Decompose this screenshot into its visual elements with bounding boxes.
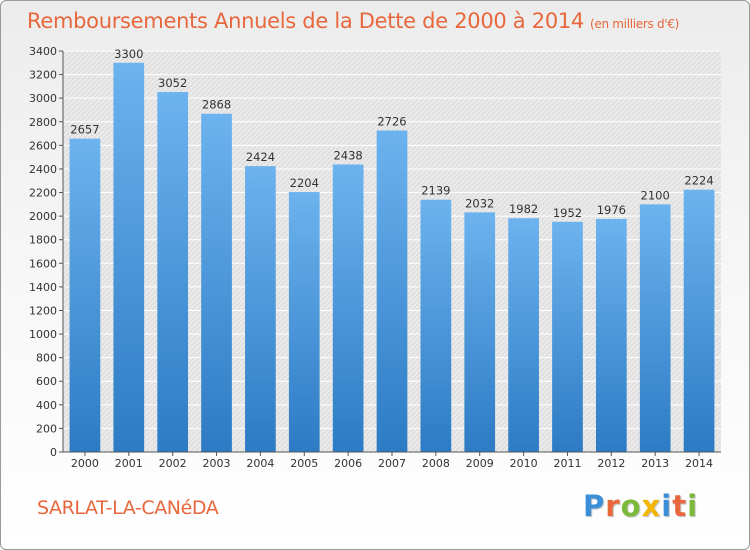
x-tick-label: 2006	[334, 457, 362, 470]
data-label: 2438	[333, 148, 362, 162]
x-tick-label: 2007	[378, 457, 406, 470]
bar	[552, 221, 583, 452]
y-tick-label: 2800	[29, 116, 57, 129]
y-tick-label: 2600	[29, 139, 57, 152]
data-label: 2868	[202, 98, 231, 112]
bar	[332, 164, 364, 452]
y-tick-label: 2400	[29, 163, 57, 176]
x-tick-label: 2010	[510, 457, 538, 470]
chart-unit-note: (en milliers d'€)	[590, 17, 680, 31]
logo-letter: P	[583, 489, 606, 523]
logo-letter: t	[672, 489, 688, 523]
data-label: 2100	[641, 188, 670, 202]
x-tick-label: 2011	[553, 457, 581, 470]
y-tick-label: 1800	[29, 234, 57, 247]
logo-letter: o	[620, 489, 642, 523]
y-tick-label: 2200	[29, 187, 57, 200]
bar	[508, 218, 539, 452]
data-label: 1982	[509, 202, 538, 216]
y-tick-label: 2000	[29, 210, 57, 223]
proxiti-logo: Proxiti	[583, 489, 698, 523]
x-tick-label: 2013	[641, 457, 669, 470]
y-tick-label: 3200	[29, 69, 57, 82]
data-label: 1952	[553, 206, 582, 220]
data-label: 2139	[421, 184, 450, 198]
y-tick-label: 3000	[29, 92, 57, 105]
bar	[376, 130, 408, 452]
y-tick-label: 3400	[29, 45, 57, 58]
y-tick-label: 200	[36, 422, 57, 435]
data-label: 3300	[114, 47, 143, 61]
x-tick-label: 2004	[246, 457, 274, 470]
y-tick-label: 0	[50, 446, 57, 459]
x-tick-label: 2000	[71, 457, 99, 470]
y-tick-label: 1000	[29, 328, 57, 341]
x-tick-label: 2008	[422, 457, 450, 470]
y-tick-label: 1600	[29, 257, 57, 270]
chart-title: Remboursements Annuels de la Dette de 20…	[27, 9, 679, 33]
y-tick-label: 600	[36, 375, 57, 388]
data-label: 2657	[70, 123, 99, 137]
data-label: 2224	[684, 174, 713, 188]
y-tick-label: 400	[36, 399, 57, 412]
x-tick-label: 2001	[115, 457, 143, 470]
bar	[420, 199, 452, 452]
logo-letter: r	[605, 489, 621, 523]
data-label: 2424	[246, 150, 275, 164]
x-tick-label: 2009	[466, 457, 494, 470]
y-tick-label: 800	[36, 352, 57, 365]
x-tick-label: 2003	[203, 457, 231, 470]
x-tick-label: 2012	[597, 457, 625, 470]
x-tick-label: 2005	[290, 457, 318, 470]
x-tick-label: 2002	[159, 457, 187, 470]
y-tick-label: 1200	[29, 304, 57, 317]
data-label: 2204	[290, 176, 319, 190]
bar	[595, 218, 627, 452]
bar	[245, 166, 276, 452]
bar	[639, 204, 671, 452]
data-label: 2726	[377, 114, 406, 128]
bar	[69, 138, 101, 452]
bar	[464, 212, 496, 452]
x-tick-label: 2014	[685, 457, 713, 470]
logo-letter: i	[661, 489, 673, 523]
y-tick-label: 1400	[29, 281, 57, 294]
bar	[683, 189, 715, 452]
logo-letter: i	[687, 489, 699, 523]
bar	[113, 62, 145, 452]
bar	[201, 113, 232, 453]
chart-title-text: Remboursements Annuels de la Dette de 20…	[27, 9, 584, 33]
commune-name: SARLAT-LA-CANéDA	[37, 497, 219, 519]
logo-letter: x	[641, 489, 662, 523]
bar	[288, 192, 320, 452]
bar	[157, 92, 189, 453]
data-label: 2032	[465, 196, 494, 210]
data-label: 1976	[597, 203, 626, 217]
data-label: 3052	[158, 76, 187, 90]
